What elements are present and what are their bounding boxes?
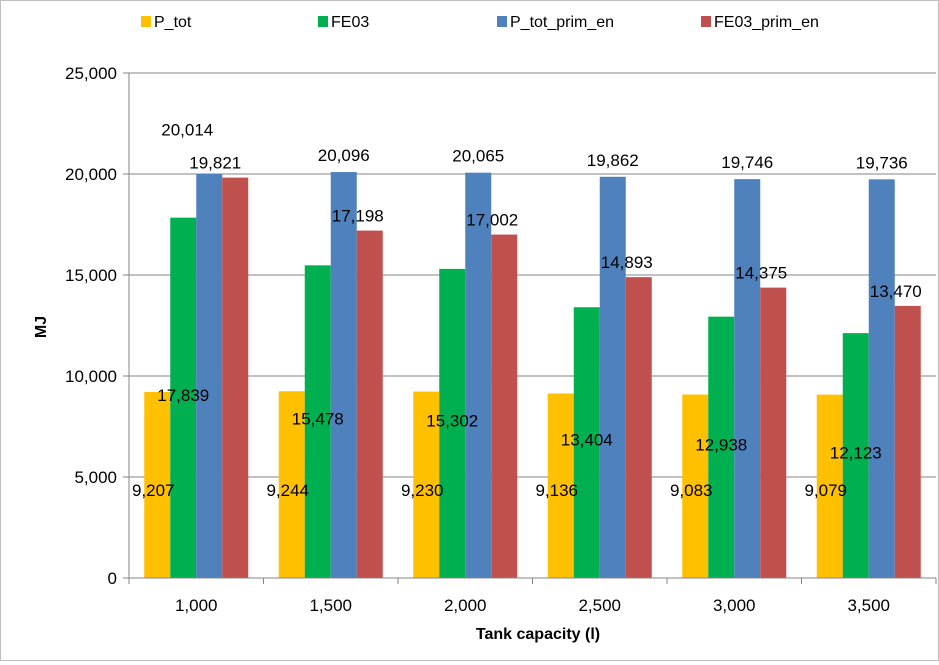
bar-p-tot-prim-en: [868, 179, 895, 578]
bar-fe03-prim-en: [894, 305, 921, 578]
data-label-p-tot-prim-en: 19,862: [587, 151, 639, 170]
bar-p-tot-prim-en: [599, 176, 626, 578]
bar-fe03: [573, 307, 600, 578]
data-label-fe03-prim-en: 14,893: [601, 253, 653, 272]
data-label-fe03-prim-en: 14,375: [735, 264, 787, 283]
y-tick-label: 15,000: [65, 266, 117, 285]
data-label-p-tot-prim-en: 20,014: [161, 121, 213, 140]
legend-swatch: [141, 16, 151, 27]
legend-swatch: [497, 16, 507, 27]
y-tick-label: 10,000: [65, 367, 117, 386]
legend-entry: FE03_prim_en: [714, 14, 819, 31]
data-label-fe03: 15,478: [292, 410, 344, 429]
data-label-fe03: 12,938: [695, 435, 747, 454]
bar-p-tot: [816, 394, 843, 578]
legend-entry: FE03: [331, 14, 369, 31]
bar-p-tot: [413, 391, 440, 578]
data-label-fe03: 15,302: [426, 411, 478, 430]
legend-swatch: [318, 16, 328, 27]
y-axis-title: MJ: [33, 316, 50, 338]
bar-fe03-prim-en: [356, 230, 383, 578]
x-tick-label: 2,500: [578, 596, 621, 615]
data-label-fe03-prim-en: 17,002: [466, 211, 518, 230]
data-label-p-tot-prim-en: 20,065: [452, 147, 504, 166]
bar-fe03: [439, 268, 466, 578]
legend: P_tot FE03 P_tot_prim_en FE03_prim_en: [141, 14, 819, 31]
y-tick-label: 25,000: [65, 64, 117, 83]
data-label-p-tot: 9,207: [132, 481, 175, 500]
legend-entry: P_tot: [154, 14, 192, 31]
data-label-p-tot: 9,079: [804, 481, 847, 500]
y-tick-label: 5,000: [74, 468, 117, 487]
bar-p-tot: [144, 392, 171, 578]
data-label-p-tot: 9,083: [670, 481, 713, 500]
bar-fe03-prim-en: [760, 287, 787, 578]
data-label-p-tot: 9,244: [266, 481, 309, 500]
data-label-p-tot-prim-en: 19,746: [721, 153, 773, 172]
x-tick-label: 3,000: [713, 596, 756, 615]
y-tick-label: 20,000: [65, 165, 117, 184]
data-label-fe03: 17,839: [157, 386, 209, 405]
data-label-p-tot-prim-en: 20,096: [318, 146, 370, 165]
axes: 0 5,000 10,000 15,000 20,000 25,000 1,000 1,500…: [65, 64, 937, 615]
bar-p-tot-prim-en: [734, 179, 761, 578]
data-label-fe03: 13,404: [561, 431, 613, 450]
legend-swatch: [701, 16, 711, 27]
y-tick-label: 0: [108, 569, 117, 588]
data-label-fe03-prim-en: 19,821: [189, 154, 241, 173]
data-label-p-tot-prim-en: 19,736: [856, 153, 908, 172]
x-tick-label: 2,000: [444, 596, 487, 615]
bar-p-tot: [547, 393, 574, 578]
bars: [144, 172, 921, 579]
x-tick-label: 1,000: [175, 596, 218, 615]
bar-p-tot-prim-en: [330, 172, 357, 579]
bar-p-tot-prim-en: [465, 172, 492, 578]
data-label-fe03-prim-en: 13,470: [870, 282, 922, 301]
data-label-p-tot: 9,136: [535, 481, 578, 500]
bar-fe03: [304, 265, 331, 578]
x-tick-label: 3,500: [847, 596, 890, 615]
bar-fe03: [842, 333, 869, 578]
bar-p-tot: [682, 394, 709, 578]
data-label-fe03: 12,123: [830, 444, 882, 463]
legend-entry: P_tot_prim_en: [510, 14, 614, 31]
data-label-p-tot: 9,230: [401, 481, 444, 500]
bar-p-tot-prim-en: [196, 173, 223, 578]
x-tick-label: 1,500: [309, 596, 352, 615]
bar-fe03-prim-en: [491, 234, 518, 578]
bar-fe03-prim-en: [625, 277, 652, 578]
x-axis-title: Tank capacity (l): [476, 626, 600, 643]
bar-fe03: [708, 316, 735, 578]
data-label-fe03-prim-en: 17,198: [332, 207, 384, 226]
bar-fe03-prim-en: [222, 177, 249, 579]
gridlines: [129, 72, 936, 478]
data-labels: 9,207 9,244 9,230 9,136 9,083 9,079 17,839 15,4…: [132, 121, 922, 500]
bar-fe03: [170, 217, 197, 578]
bar-p-tot: [278, 391, 305, 578]
